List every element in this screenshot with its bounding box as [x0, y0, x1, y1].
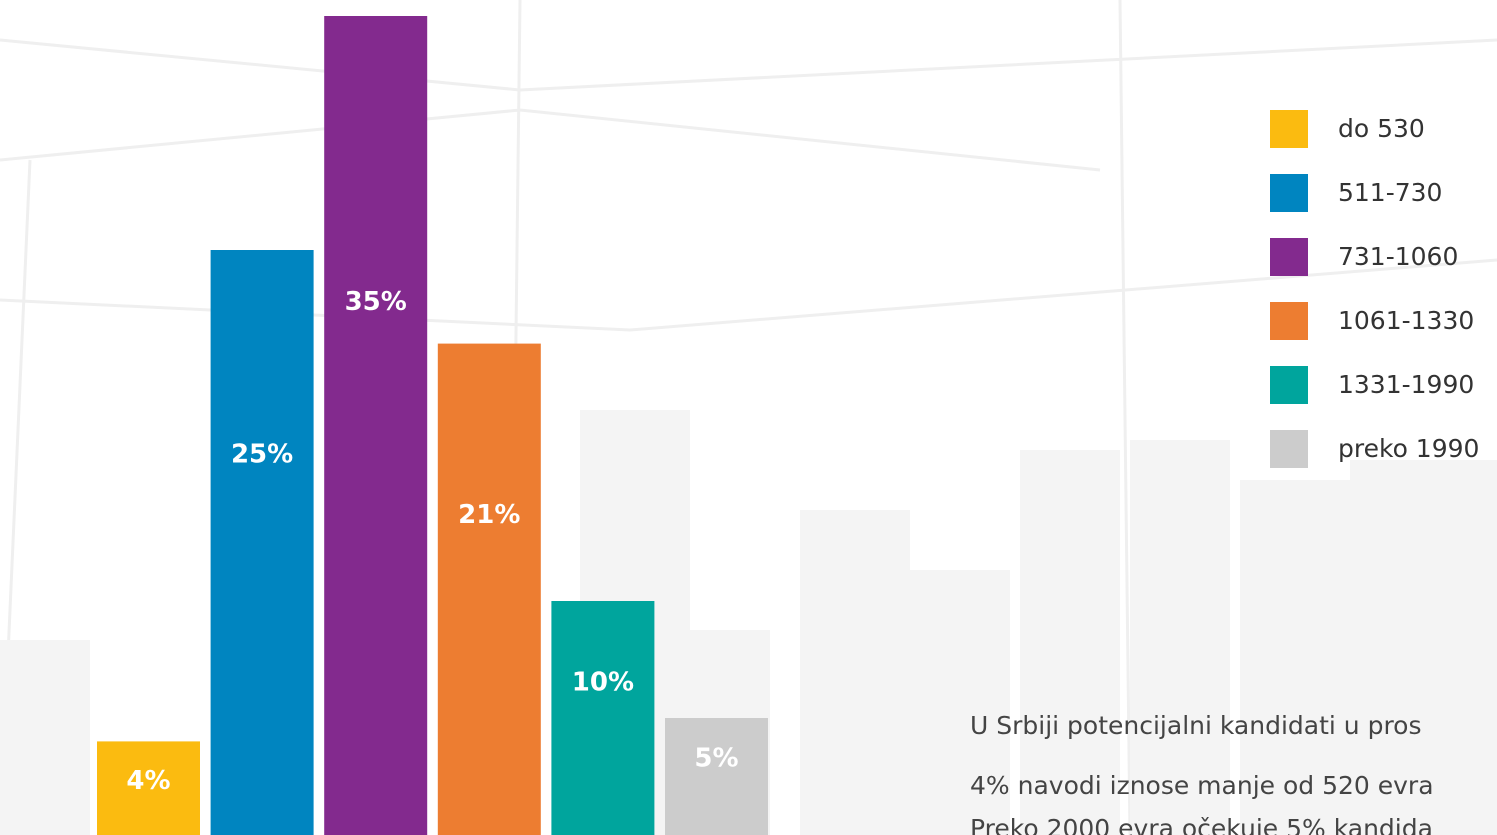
data-label: 4%: [126, 766, 170, 796]
data-label: 5%: [694, 743, 738, 773]
legend-label: do 530: [1338, 114, 1425, 143]
legend-swatch: [1270, 430, 1308, 468]
legend-swatch: [1270, 110, 1308, 148]
legend-label: 511-730: [1338, 178, 1442, 207]
legend-swatch: [1270, 174, 1308, 212]
data-label: 10%: [572, 667, 634, 697]
data-label: 21%: [458, 500, 520, 530]
legend-label: preko 1990: [1338, 434, 1479, 463]
bar: [437, 343, 541, 835]
note: Preko 2000 evra očekuje 5% kandida: [970, 814, 1433, 835]
legend-label: 1331-1990: [1338, 370, 1474, 399]
legend-swatch: [1270, 302, 1308, 340]
legend-label: 731-1060: [1338, 242, 1458, 271]
legend-swatch: [1270, 366, 1308, 404]
data-label: 35%: [345, 287, 407, 317]
bar: [324, 16, 428, 835]
bar: [97, 741, 200, 835]
note: 4% navodi iznose manje od 520 evra: [970, 771, 1434, 800]
data-label: 25%: [231, 439, 293, 469]
bar: [551, 601, 655, 835]
legend-label: 1061-1330: [1338, 306, 1474, 335]
note: U Srbiji potencijalni kandidati u pros: [970, 711, 1422, 740]
bar: [210, 250, 314, 835]
bar: [665, 718, 768, 835]
legend-swatch: [1270, 238, 1308, 276]
